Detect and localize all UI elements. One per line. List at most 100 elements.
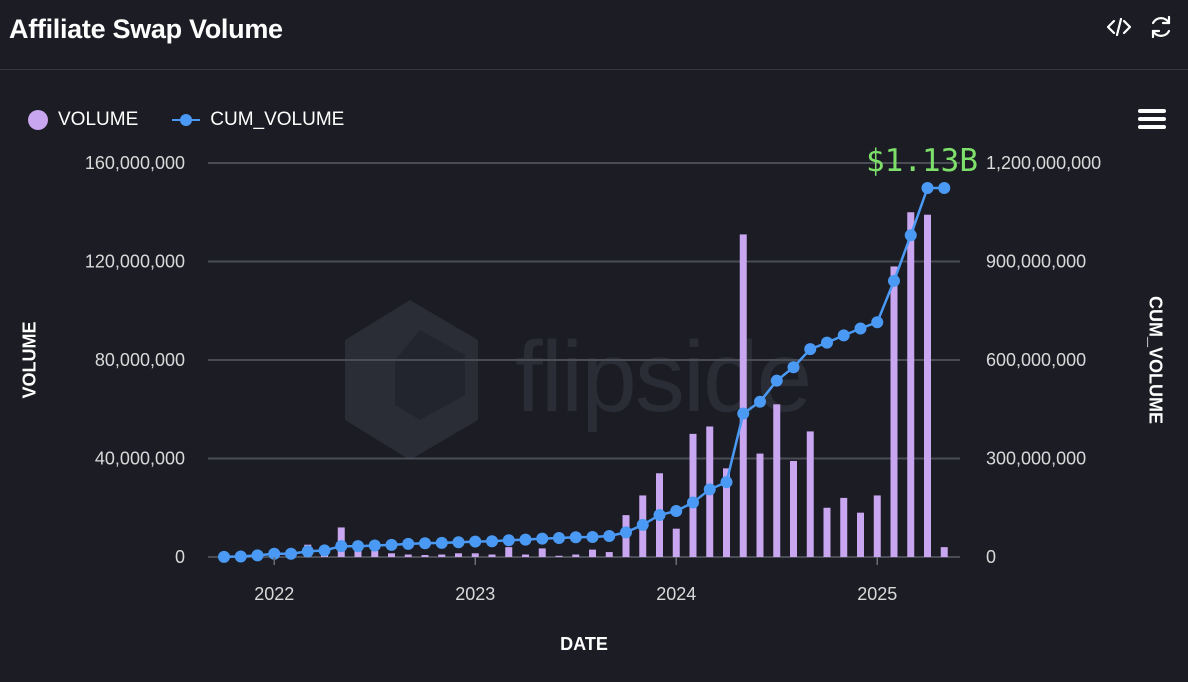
point-cum-volume	[737, 407, 750, 420]
x-tick-label: 2024	[656, 584, 696, 604]
point-cum-volume	[318, 544, 331, 557]
bar-volume	[806, 431, 814, 557]
point-cum-volume	[888, 274, 900, 287]
y-tick-label-right: 0	[986, 547, 996, 567]
point-cum-volume	[301, 545, 314, 558]
point-cum-volume	[854, 322, 867, 335]
point-cum-volume	[234, 550, 247, 563]
point-cum-volume	[419, 537, 431, 550]
bar-volume	[522, 554, 529, 557]
bar-volume	[354, 549, 362, 557]
y-tick-label-left: 0	[175, 547, 185, 567]
point-cum-volume	[569, 531, 582, 544]
point-cum-volume	[837, 329, 850, 342]
bar-volume	[756, 453, 764, 557]
bar-volume	[404, 554, 412, 557]
point-cum-volume	[804, 343, 817, 356]
bar-volume	[907, 212, 915, 557]
bar-volume	[471, 553, 479, 557]
y-tick-label-right: 1,200,000,000	[986, 153, 1101, 173]
point-cum-volume	[536, 532, 549, 545]
bar-volume	[538, 548, 546, 557]
point-cum-volume	[871, 316, 884, 329]
chart-title: Affiliate Swap Volume	[9, 14, 283, 44]
y-tick-label-left: 120,000,000	[85, 252, 185, 272]
x-tick-label: 2022	[254, 584, 294, 604]
point-cum-volume	[218, 550, 230, 563]
bar-volume	[773, 404, 781, 557]
point-cum-volume	[553, 531, 565, 544]
chart-legend: VOLUME CUM_VOLUME	[28, 108, 344, 132]
y-tick-label-left: 80,000,000	[95, 350, 185, 370]
y-tick-label-right: 600,000,000	[986, 350, 1086, 370]
bar-volume	[823, 507, 831, 557]
bar-volume	[421, 555, 429, 557]
point-cum-volume	[787, 361, 800, 374]
point-cum-volume	[720, 476, 733, 489]
bar-volume	[455, 553, 462, 557]
bar-volume	[505, 547, 513, 557]
point-cum-volume	[653, 508, 666, 521]
watermark: flipside	[515, 321, 812, 433]
x-tick-label: 2025	[857, 584, 897, 604]
bar-volume	[790, 460, 797, 557]
total-annotation: $1.13B	[866, 143, 978, 179]
point-cum-volume	[703, 483, 716, 496]
point-cum-volume	[687, 496, 699, 509]
point-cum-volume	[938, 181, 951, 194]
point-cum-volume	[603, 529, 616, 542]
bar-volume	[388, 553, 395, 557]
point-cum-volume	[285, 547, 297, 560]
point-cum-volume	[636, 518, 649, 531]
hamburger-menu-icon[interactable]	[1136, 106, 1168, 132]
legend-swatch-cum-volume	[172, 110, 201, 130]
point-cum-volume	[586, 530, 599, 543]
point-cum-volume	[904, 229, 917, 242]
refresh-icon[interactable]	[1148, 14, 1174, 40]
bar-volume	[438, 554, 446, 557]
y-tick-label-left: 40,000,000	[95, 449, 185, 469]
point-cum-volume	[486, 535, 498, 548]
bar-volume	[873, 495, 881, 557]
bar-volume	[723, 468, 730, 557]
point-cum-volume	[770, 374, 783, 387]
x-tick-label: 2023	[455, 584, 495, 604]
point-cum-volume	[335, 540, 348, 553]
point-cum-volume	[435, 536, 448, 549]
legend-item-cum-volume[interactable]: CUM_VOLUME	[172, 109, 344, 131]
point-cum-volume	[268, 547, 281, 560]
point-cum-volume	[670, 505, 683, 518]
point-cum-volume	[519, 533, 532, 546]
y-tick-label-left: 160,000,000	[85, 153, 185, 173]
bar-volume	[940, 547, 948, 557]
point-cum-volume	[469, 535, 482, 548]
y-axis-title-left: VOLUME	[19, 321, 40, 399]
point-cum-volume	[754, 395, 766, 408]
legend-label-volume: VOLUME	[58, 109, 139, 130]
line-cum-volume	[223, 186, 945, 559]
x-axis-title: DATE	[560, 634, 608, 654]
point-cum-volume	[352, 540, 364, 553]
point-cum-volume	[452, 536, 465, 549]
point-cum-volume	[620, 526, 632, 539]
y-tick-label-right: 900,000,000	[986, 252, 1086, 272]
point-cum-volume	[385, 538, 398, 551]
bar-volume	[924, 214, 931, 557]
bar-volume	[589, 549, 596, 557]
point-cum-volume	[402, 537, 415, 550]
bar-volume	[890, 266, 898, 557]
y-tick-label-right: 300,000,000	[986, 449, 1086, 469]
legend-item-volume[interactable]: VOLUME	[28, 109, 138, 131]
bar-volume	[840, 497, 848, 557]
point-cum-volume	[368, 539, 381, 552]
bar-volume	[689, 433, 697, 557]
watermark-logo	[345, 300, 478, 460]
legend-swatch-volume	[28, 110, 48, 130]
bar-volume	[672, 528, 680, 557]
code-icon[interactable]	[1106, 14, 1132, 40]
bar-volume	[572, 554, 580, 557]
bar-volume	[371, 550, 379, 557]
point-cum-volume	[821, 336, 833, 349]
legend-label-cum-volume: CUM_VOLUME	[210, 109, 345, 130]
